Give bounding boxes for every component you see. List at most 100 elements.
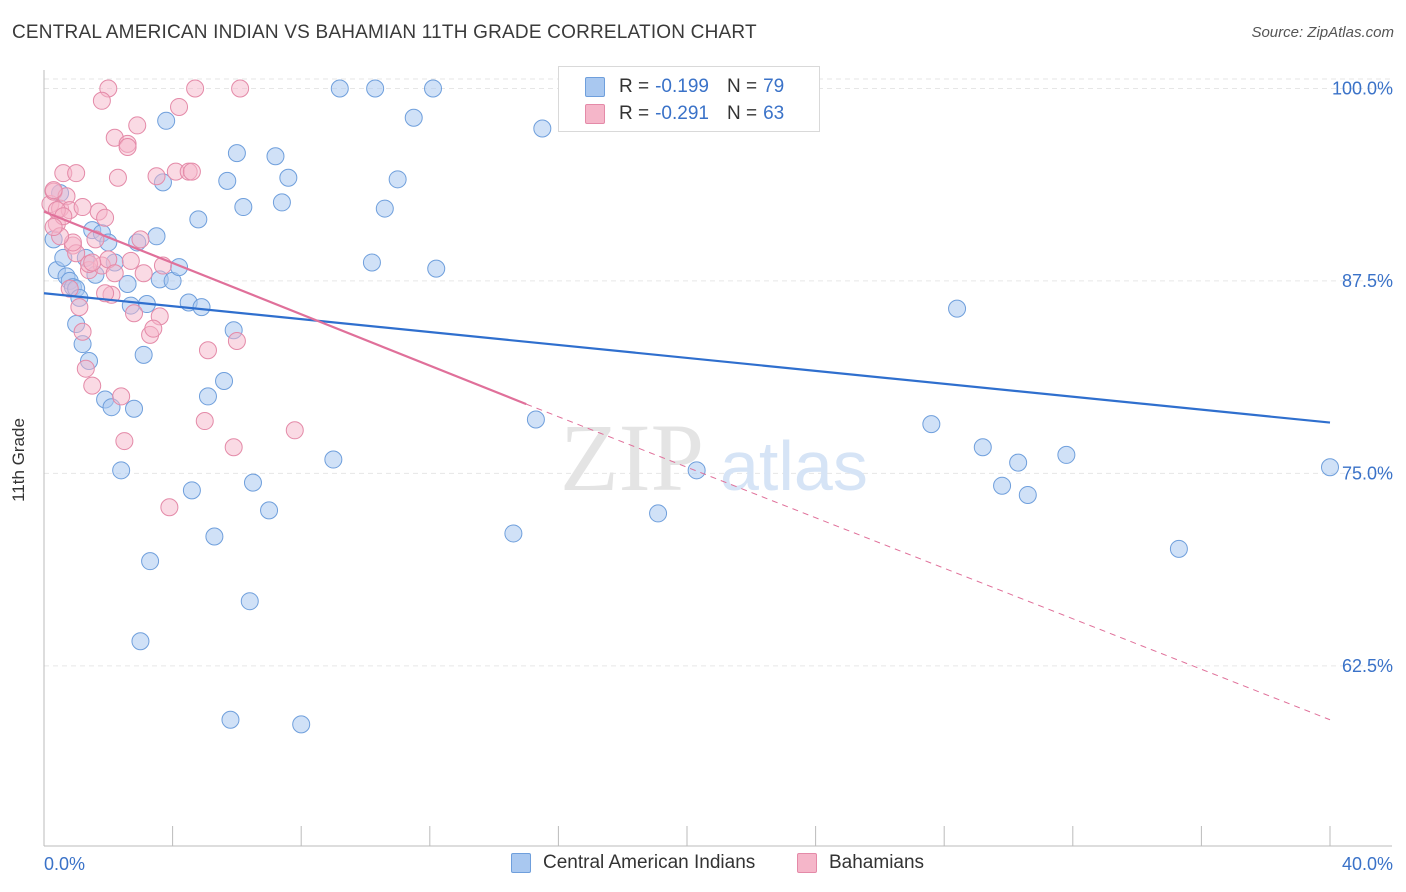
correlation-legend: R = -0.199 N = 79 R = -0.291 N = 63	[558, 66, 820, 132]
data-point	[182, 481, 201, 500]
blue-swatch-icon	[511, 853, 531, 873]
data-point	[279, 168, 298, 187]
data-point	[330, 79, 349, 98]
legend-n-label: N =	[726, 103, 758, 124]
chart-title: CENTRAL AMERICAN INDIAN VS BAHAMIAN 11TH…	[12, 22, 757, 43]
data-point	[195, 412, 214, 431]
data-point	[404, 108, 423, 127]
data-point	[198, 387, 217, 406]
data-point	[157, 111, 176, 130]
data-point	[231, 79, 250, 98]
data-point	[147, 227, 166, 246]
data-point	[215, 372, 234, 391]
data-point	[83, 376, 102, 395]
legend-r-value: -0.291	[655, 103, 709, 124]
data-point	[687, 461, 706, 480]
legend-r-value: -0.199	[655, 76, 709, 97]
data-point	[198, 341, 217, 360]
data-point	[70, 298, 89, 317]
grid-lines	[44, 78, 1392, 667]
data-point	[227, 331, 246, 350]
data-point	[1057, 445, 1076, 464]
data-point	[1018, 485, 1037, 504]
data-point	[948, 299, 967, 318]
legend-n-label: N =	[726, 76, 758, 97]
data-point	[272, 193, 291, 212]
data-point	[227, 144, 246, 163]
x-tick-label: 0.0%	[44, 854, 85, 874]
data-point	[83, 253, 102, 272]
data-point	[218, 171, 237, 190]
data-point	[504, 524, 523, 543]
data-point	[424, 79, 443, 98]
data-point	[973, 438, 992, 457]
data-point	[922, 415, 941, 434]
data-point	[115, 432, 134, 451]
data-point	[362, 253, 381, 272]
data-point	[186, 79, 205, 98]
data-point	[134, 264, 153, 283]
data-point	[243, 473, 262, 492]
x-tick-label: 40.0%	[1342, 854, 1393, 874]
y-tick-label: 62.5%	[1342, 656, 1393, 676]
data-point	[60, 279, 79, 298]
legend-n-value: 63	[763, 103, 785, 124]
data-point	[292, 715, 311, 734]
data-point	[108, 168, 127, 187]
data-point	[134, 345, 153, 364]
legend-n-value: 79	[763, 76, 785, 97]
data-point	[993, 476, 1012, 495]
trend-line	[43, 210, 527, 406]
legend-row-blue: R = -0.199 N = 79	[559, 73, 784, 101]
data-point	[125, 399, 144, 418]
y-tick-label: 87.5%	[1342, 271, 1393, 291]
y-tick-label: 100.0%	[1332, 78, 1393, 98]
data-point	[266, 147, 285, 166]
data-point	[170, 97, 189, 116]
legend-r-label: R =	[619, 103, 650, 124]
data-point	[73, 322, 92, 341]
data-point	[112, 387, 131, 406]
data-point	[76, 359, 95, 378]
trend-lines	[43, 210, 1331, 721]
data-point	[131, 632, 150, 651]
data-point	[1169, 539, 1188, 558]
data-point	[324, 450, 343, 469]
y-tick-label: 75.0%	[1342, 463, 1393, 483]
series-name: Bahamians	[829, 852, 925, 873]
data-point	[366, 79, 385, 98]
data-point	[649, 504, 668, 523]
series-legend-blue: Central American Indians	[511, 852, 755, 874]
data-point	[141, 552, 160, 571]
data-point	[44, 181, 63, 200]
watermark-zip: ZIP	[560, 404, 704, 511]
data-point	[125, 304, 144, 323]
series-legend-pink: Bahamians	[797, 852, 924, 874]
data-point	[44, 218, 63, 237]
trend-line	[526, 403, 1331, 721]
data-point	[112, 461, 131, 480]
data-point	[128, 116, 147, 135]
data-point	[147, 167, 166, 186]
data-point	[96, 208, 115, 227]
series-name: Central American Indians	[543, 852, 756, 873]
pink-swatch-icon	[585, 104, 605, 124]
data-point	[375, 199, 394, 218]
data-point	[105, 264, 124, 283]
legend-r-label: R =	[619, 76, 650, 97]
data-point	[1009, 453, 1028, 472]
data-point	[118, 275, 137, 294]
trend-line	[43, 292, 1331, 424]
data-point	[121, 251, 140, 270]
axes	[43, 70, 1392, 847]
watermark-atlas: atlas	[720, 427, 868, 505]
data-point	[67, 164, 86, 183]
watermark: ZIP atlas	[560, 404, 868, 511]
data-point	[388, 170, 407, 189]
data-point	[224, 438, 243, 457]
blue-swatch-icon	[585, 77, 605, 97]
series-bahamians	[41, 79, 304, 517]
data-point	[96, 284, 115, 303]
data-point	[1321, 458, 1339, 477]
